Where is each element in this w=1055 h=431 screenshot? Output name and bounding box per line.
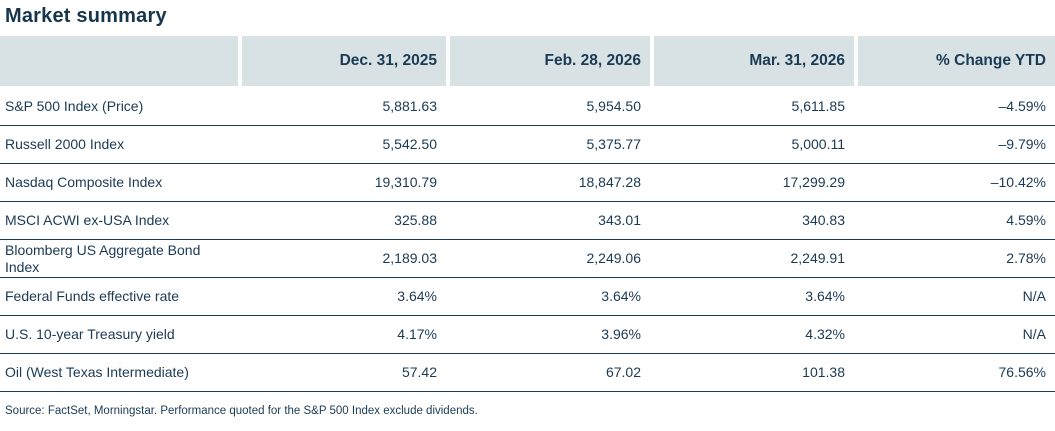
value-cell: 2,189.03	[382, 250, 438, 266]
value-cell: 3.96%	[601, 326, 641, 342]
header-cell-pct-change-ytd: % Change YTD	[858, 36, 1055, 86]
value-cell: 4.59%	[1006, 212, 1046, 228]
header-cell-blank	[0, 36, 238, 86]
value-cell: 67.02	[605, 364, 641, 380]
table-header-row: Dec. 31, 2025 Feb. 28, 2026 Mar. 31, 202…	[0, 36, 1055, 86]
source-note: Source: FactSet, Morningstar. Performanc…	[5, 405, 478, 417]
value-cell: N/A	[1022, 326, 1046, 342]
value-cell: 5,611.85	[791, 98, 845, 114]
value-cell: 343.01	[598, 212, 641, 228]
table-row-nasdaq-composite: Nasdaq Composite Index 19,310.79 18,847.…	[0, 164, 1055, 202]
header-cell-mar-31-2026: Mar. 31, 2026	[654, 36, 854, 86]
value-cell: 4.17%	[397, 326, 437, 342]
value-cell: 5,954.50	[586, 98, 642, 114]
header-cell-feb-28-2026: Feb. 28, 2026	[450, 36, 650, 86]
row-label: Russell 2000 Index	[5, 136, 125, 152]
row-label: S&P 500 Index (Price)	[5, 98, 144, 114]
table-row-russell-2000: Russell 2000 Index 5,542.50 5,375.77 5,0…	[0, 126, 1055, 164]
row-label: Bloomberg US Aggregate Bond Index	[5, 241, 201, 275]
value-cell: 2,249.91	[790, 250, 846, 266]
value-cell: 101.38	[802, 364, 845, 380]
table-row-bloomberg-us-agg-bond: Bloomberg US Aggregate Bond Index 2,189.…	[0, 240, 1055, 278]
value-cell: –10.42%	[990, 174, 1046, 190]
value-cell: 5,375.77	[586, 136, 642, 152]
value-cell: 2.78%	[1006, 250, 1046, 266]
market-summary-page: Market summary Dec. 31, 2025 Feb. 28, 20…	[0, 5, 1055, 417]
value-cell: 18,847.28	[578, 174, 641, 190]
table-row-msci-acwi-ex-usa: MSCI ACWI ex-USA Index 325.88 343.01 340…	[0, 202, 1055, 240]
row-label: Nasdaq Composite Index	[5, 174, 163, 190]
row-label: Federal Funds effective rate	[5, 288, 180, 304]
value-cell: –9.79%	[998, 136, 1046, 152]
row-label: Oil (West Texas Intermediate)	[5, 364, 189, 380]
value-cell: 76.56%	[998, 364, 1046, 380]
value-cell: –4.59%	[998, 98, 1046, 114]
page-title: Market summary	[5, 5, 167, 27]
value-cell: 17,299.29	[782, 174, 845, 190]
value-cell: 19,310.79	[374, 174, 437, 190]
table-row-sp500: S&P 500 Index (Price) 5,881.63 5,954.50 …	[0, 88, 1055, 126]
value-cell: 325.88	[394, 212, 437, 228]
value-cell: 57.42	[401, 364, 437, 380]
table-row-oil-wti: Oil (West Texas Intermediate) 57.42 67.0…	[0, 354, 1055, 392]
row-label: MSCI ACWI ex-USA Index	[5, 212, 170, 228]
row-label: U.S. 10-year Treasury yield	[5, 326, 175, 342]
value-cell: 5,881.63	[382, 98, 438, 114]
value-cell: 340.83	[802, 212, 845, 228]
table-row-federal-funds-rate: Federal Funds effective rate 3.64% 3.64%…	[0, 278, 1055, 316]
table-row-us-10yr-treasury: U.S. 10-year Treasury yield 4.17% 3.96% …	[0, 316, 1055, 354]
value-cell: 2,249.06	[586, 250, 642, 266]
value-cell: N/A	[1022, 288, 1046, 304]
value-cell: 3.64%	[601, 288, 641, 304]
value-cell: 5,542.50	[382, 136, 438, 152]
value-cell: 5,000.11	[791, 136, 845, 152]
value-cell: 3.64%	[397, 288, 437, 304]
value-cell: 3.64%	[805, 288, 845, 304]
header-cell-dec-31-2025: Dec. 31, 2025	[242, 36, 446, 86]
value-cell: 4.32%	[805, 326, 845, 342]
market-summary-table: Dec. 31, 2025 Feb. 28, 2026 Mar. 31, 202…	[0, 36, 1055, 392]
